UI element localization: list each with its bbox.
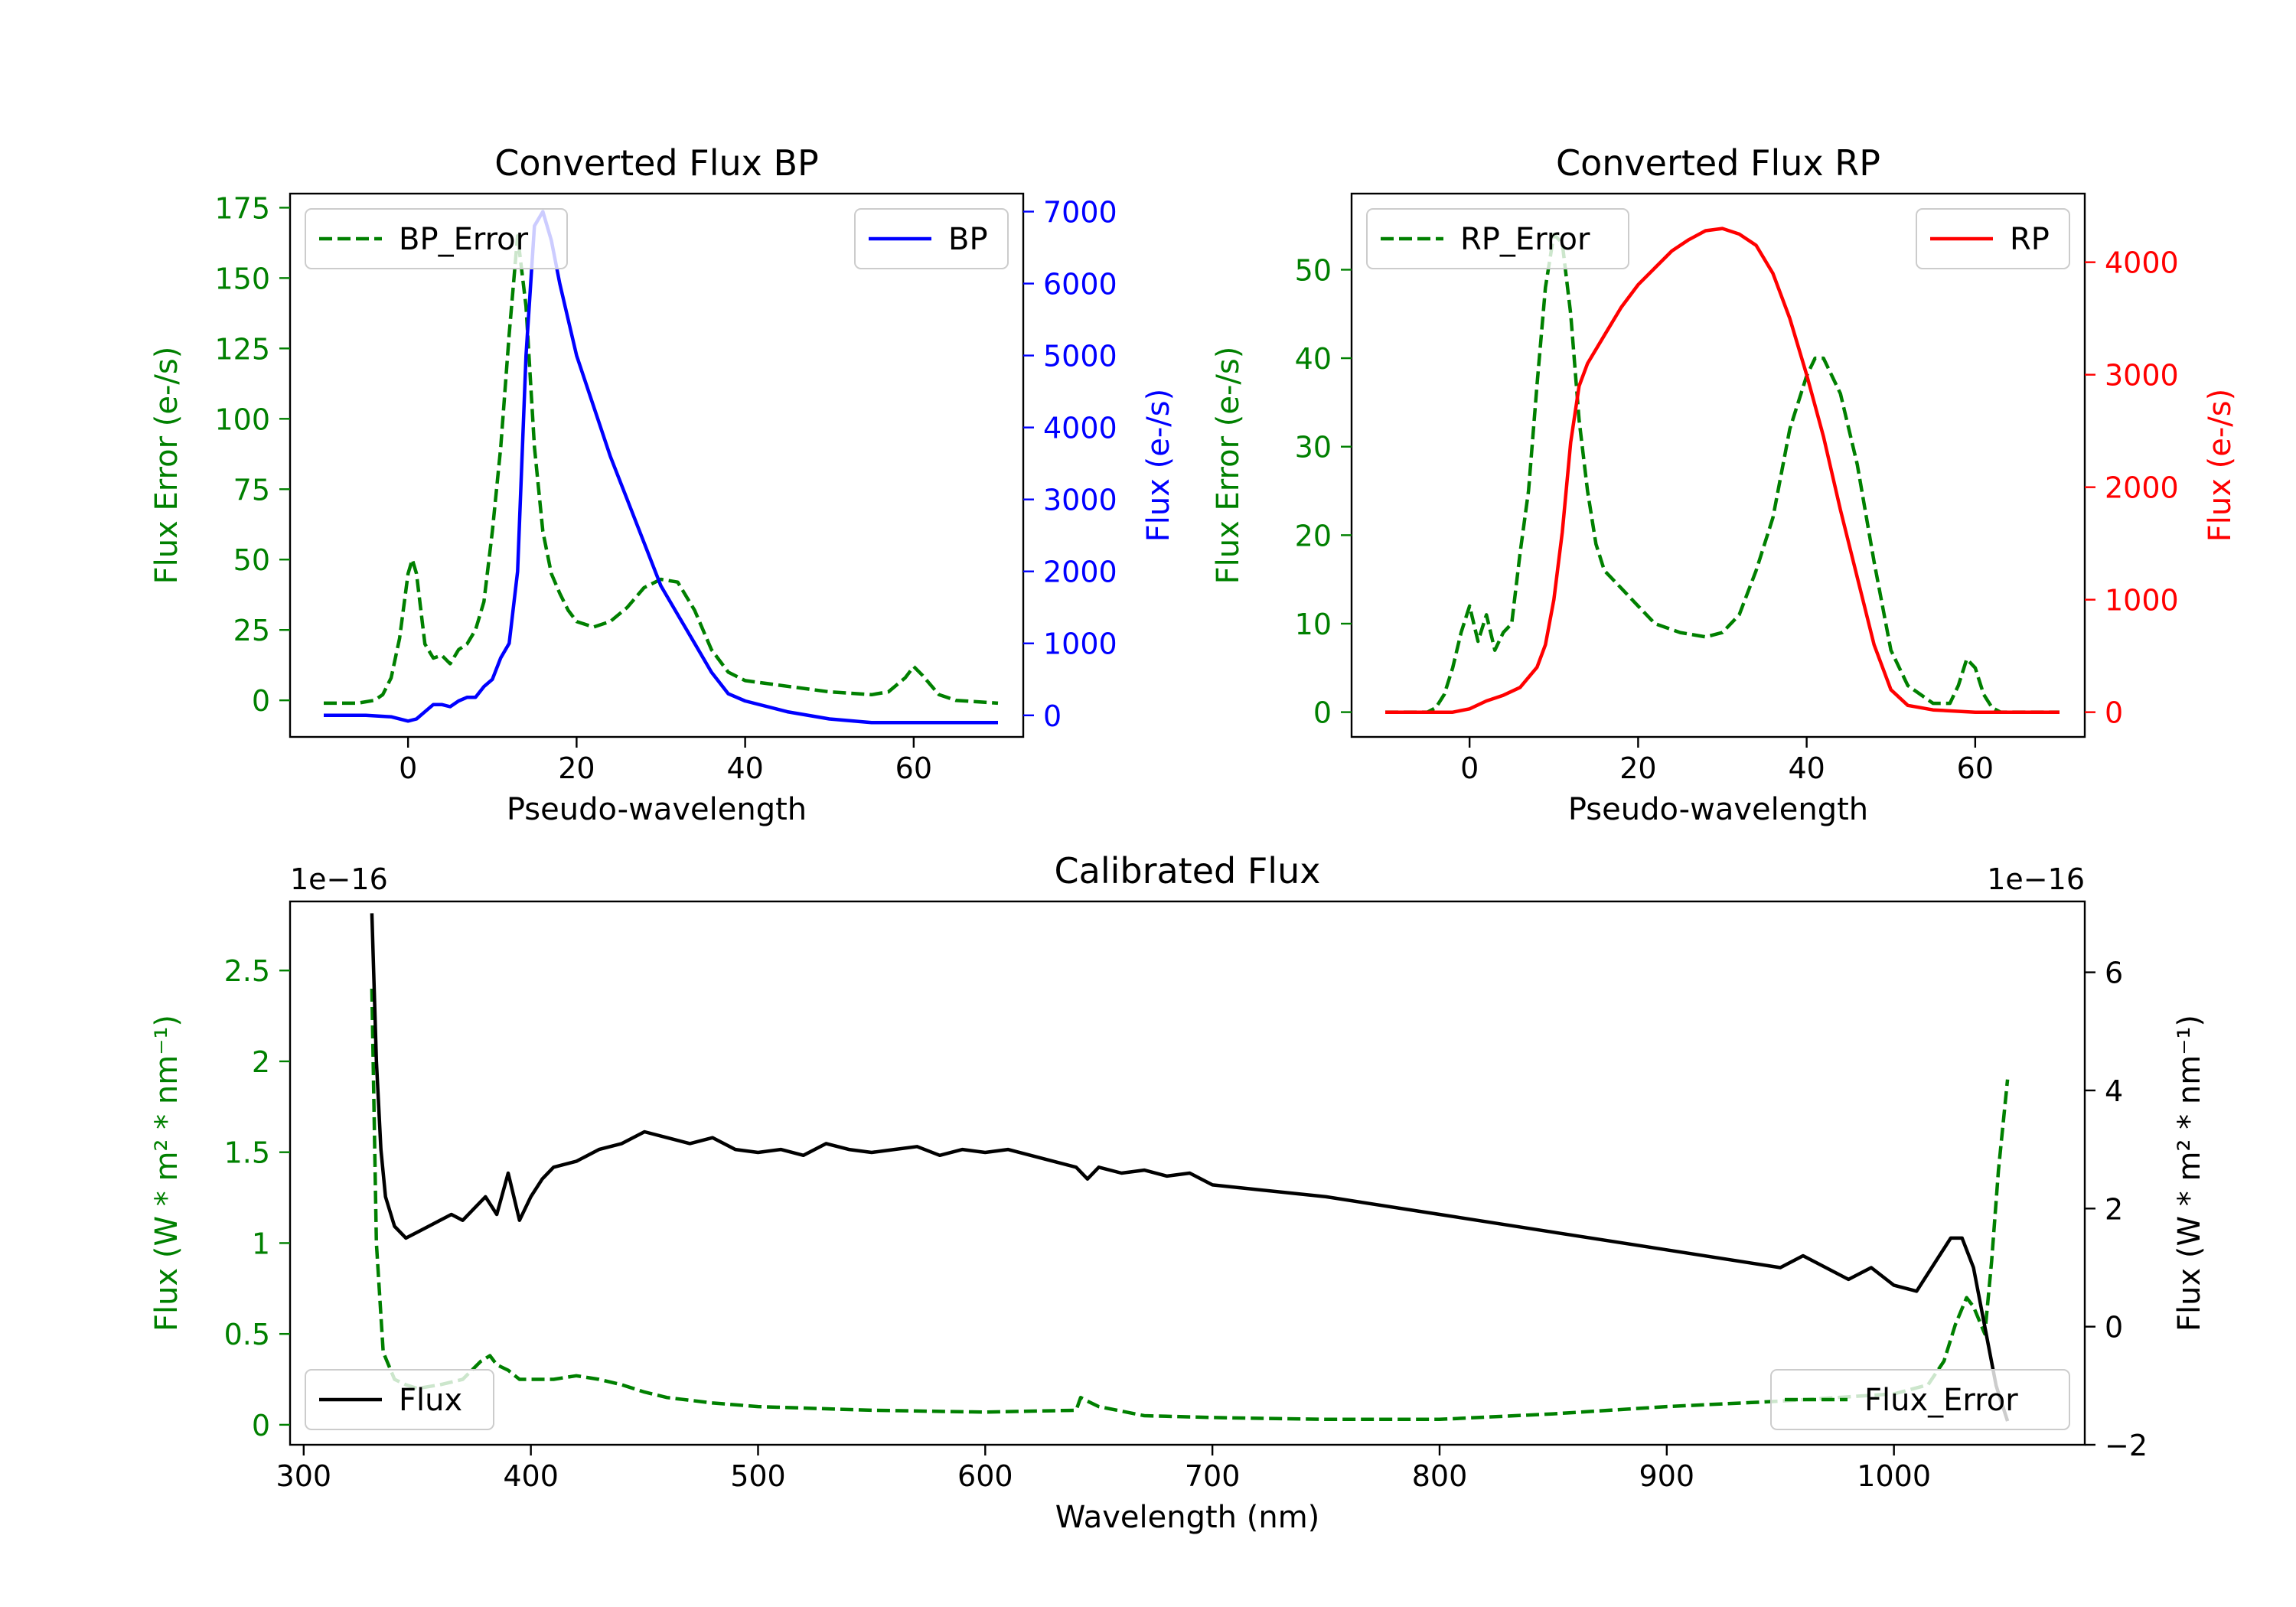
y-right-tick-label: 2000	[1043, 556, 1117, 589]
y-left-tick-label: 2	[252, 1045, 270, 1079]
y-left-tick-label: 20	[1295, 519, 1332, 553]
y-right-tick-label: −2	[2105, 1429, 2148, 1462]
x-tick-label: 40	[726, 751, 763, 785]
y-right-tick-label: 1000	[2105, 584, 2179, 618]
y-left-tick-label: 40	[1295, 342, 1332, 376]
y-left-tick-label: 0	[1313, 696, 1332, 730]
y-left-tick-label: 1.5	[224, 1136, 270, 1170]
legend-flux: Flux	[305, 1369, 494, 1430]
series-line-flux	[370, 913, 2010, 1422]
y-left-tick-label: 50	[233, 543, 270, 577]
y-right-tick-label: 4	[2105, 1074, 2123, 1108]
x-tick-label: 700	[1185, 1459, 1241, 1493]
y-left-tick-label: 25	[233, 614, 270, 647]
legend-label: BP_Error	[399, 222, 529, 257]
chart-title: Converted Flux BP	[494, 142, 819, 184]
chart-rp: Converted Flux RP 0 20 40 60 Pseudo-wavelengt…	[1211, 142, 2238, 827]
legend-flux-error: Flux_Error	[1770, 1369, 2070, 1430]
y-left-tick-label: 2.5	[224, 954, 270, 988]
y-left-tick-label: 0.5	[224, 1318, 270, 1351]
x-tick-label: 20	[1619, 751, 1656, 785]
y-right-tick-label: 4000	[1043, 412, 1117, 445]
legend-box	[305, 1369, 494, 1430]
y-left-tick-label: 30	[1295, 431, 1332, 464]
series-line-flux-error	[370, 988, 2010, 1422]
x-axis-label: Wavelength (nm)	[1055, 1500, 1320, 1535]
y-left-axis-label: Flux Error (e-/s)	[149, 347, 184, 585]
x-tick-label: 0	[1460, 751, 1479, 785]
y-right-tick-label: 7000	[1043, 196, 1117, 230]
x-tick-label: 60	[1957, 751, 1994, 785]
y-right-axis-label: Flux (e-/s)	[2203, 389, 2238, 542]
y-right-tick-label: 3000	[2105, 359, 2179, 393]
y-right-tick-label: 2000	[2105, 471, 2179, 505]
x-tick-label: 1000	[1857, 1459, 1931, 1493]
legend-label: RP_Error	[1460, 222, 1590, 257]
chart-bp: Converted Flux BP 0 20 40 60 Pseudo-wavelengt…	[149, 142, 1176, 827]
x-axis-label: Pseudo-wavelength	[507, 792, 807, 827]
x-tick-label: 600	[957, 1459, 1013, 1493]
legend-label: RP	[2010, 222, 2050, 257]
y-right-tick-label: 6000	[1043, 268, 1117, 302]
x-tick-label: 60	[895, 751, 932, 785]
legend-box	[305, 208, 568, 269]
legend-label: BP	[948, 222, 988, 257]
y-left-tick-label: 175	[214, 191, 270, 225]
y-right-tick-label: 0	[2105, 696, 2123, 730]
x-tick-label: 20	[558, 751, 595, 785]
legend-rp-error: RP_Error	[1366, 208, 1629, 269]
plot-frame	[289, 192, 1025, 738]
y-right-axis-label: Flux (W * m² * nm⁻¹)	[2172, 1015, 2207, 1332]
y-right-tick-label: 3000	[1043, 484, 1117, 517]
y-right-tick-label: 4000	[2105, 246, 2179, 280]
x-tick-label: 0	[399, 751, 417, 785]
y-left-tick-label: 0	[252, 684, 270, 718]
y-left-tick-label: 100	[214, 403, 270, 436]
x-tick-label: 400	[503, 1459, 559, 1493]
legend-rp-flux: RP	[1916, 208, 2070, 269]
y-right-tick-label: 0	[2105, 1311, 2123, 1345]
y-right-tick-label: 1000	[1043, 627, 1117, 661]
chart-title: Converted Flux RP	[1556, 142, 1880, 184]
y-left-tick-label: 1	[252, 1227, 270, 1260]
x-tick-label: 800	[1412, 1459, 1468, 1493]
y-left-tick-label: 50	[1295, 253, 1332, 287]
series-line-rp-error	[1385, 232, 2060, 714]
series-line-bp-error	[324, 233, 999, 706]
y-right-tick-label: 6	[2105, 957, 2123, 990]
y-right-tick-label: 5000	[1043, 340, 1117, 373]
y-right-tick-label: 2	[2105, 1192, 2123, 1226]
y-right-tick-label: 0	[1043, 699, 1062, 733]
y-left-tick-label: 75	[233, 473, 270, 507]
y-left-tick-label: 0	[252, 1409, 270, 1442]
series-line-rp	[1385, 227, 2060, 714]
plot-frame	[1350, 192, 2086, 738]
y-left-tick-label: 125	[214, 332, 270, 366]
plot-frame	[289, 900, 2086, 1446]
legend-bp-flux: BP	[854, 208, 1009, 269]
y-right-axis-label: Flux (e-/s)	[1141, 389, 1176, 542]
x-tick-label: 500	[730, 1459, 786, 1493]
y-left-offset-label: 1e−16	[290, 862, 388, 896]
x-tick-label: 300	[276, 1459, 332, 1493]
chart-title: Calibrated Flux	[1055, 850, 1321, 892]
y-left-axis-label: Flux (W * m² * nm⁻¹)	[149, 1015, 184, 1332]
y-left-tick-label: 150	[214, 262, 270, 295]
x-axis-label: Pseudo-wavelength	[1568, 792, 1868, 827]
legend-bp-error: BP_Error	[305, 208, 568, 269]
y-left-tick-label: 10	[1295, 608, 1332, 641]
y-right-offset-label: 1e−16	[1987, 862, 2085, 896]
legend-label: Flux	[399, 1383, 462, 1418]
legend-box	[1770, 1369, 2070, 1430]
y-left-axis-label: Flux Error (e-/s)	[1211, 347, 1246, 585]
x-tick-label: 900	[1639, 1459, 1695, 1493]
legend-label: Flux_Error	[1864, 1383, 2018, 1418]
legend-box	[1366, 208, 1629, 269]
x-tick-label: 40	[1788, 751, 1825, 785]
